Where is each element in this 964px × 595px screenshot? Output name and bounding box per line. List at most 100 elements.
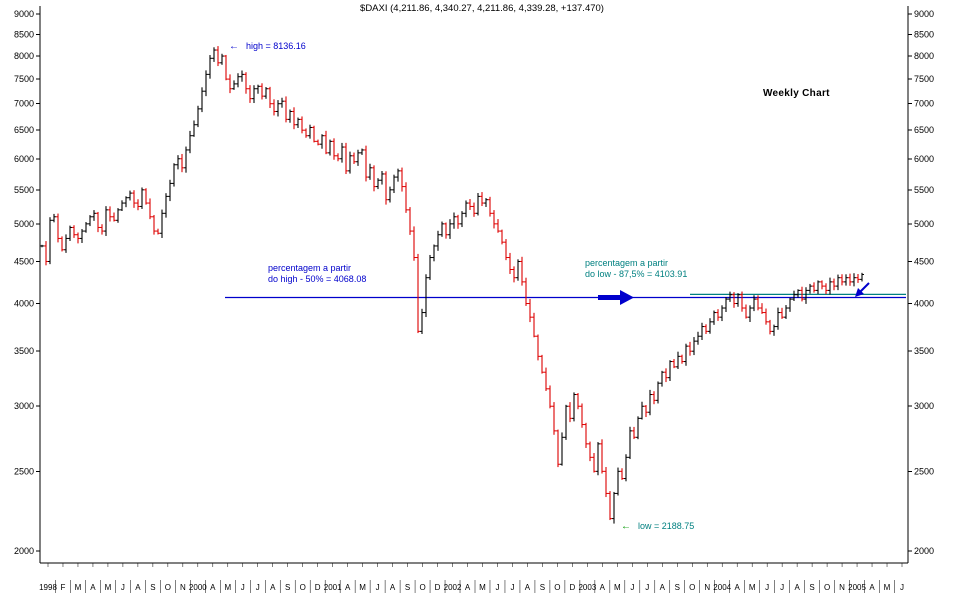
svg-text:J: J bbox=[900, 583, 904, 592]
svg-text:A: A bbox=[90, 583, 96, 592]
svg-text:M: M bbox=[75, 583, 82, 592]
svg-text:J: J bbox=[121, 583, 125, 592]
svg-text:2001: 2001 bbox=[324, 583, 342, 592]
svg-text:A: A bbox=[660, 583, 666, 592]
y-axis-labels: 9000 9000 8500 8500 8000 8000 7500 7500 7000 7000… bbox=[14, 9, 934, 556]
svg-text:O: O bbox=[554, 583, 560, 592]
retracement-lines bbox=[225, 293, 906, 299]
svg-text:5500: 5500 bbox=[14, 185, 34, 195]
svg-text:O: O bbox=[300, 583, 306, 592]
svg-text:A: A bbox=[345, 583, 351, 592]
svg-text:J: J bbox=[630, 583, 634, 592]
pct-from-high-annotation: percentagem a partir do high - 50% = 406… bbox=[268, 263, 366, 285]
low-annotation: ← low = 2188.75 bbox=[621, 521, 694, 532]
svg-text:3000: 3000 bbox=[14, 401, 34, 411]
svg-text:6500: 6500 bbox=[914, 125, 934, 135]
svg-text:A: A bbox=[270, 583, 276, 592]
svg-text:3500: 3500 bbox=[14, 346, 34, 356]
svg-text:J: J bbox=[256, 583, 260, 592]
pct-from-high-line1: percentagem a partir bbox=[268, 263, 352, 273]
svg-text:A: A bbox=[465, 583, 471, 592]
svg-text:N: N bbox=[704, 583, 710, 592]
svg-text:S: S bbox=[150, 583, 155, 592]
svg-text:M: M bbox=[105, 583, 112, 592]
svg-text:M: M bbox=[479, 583, 486, 592]
svg-text:J: J bbox=[495, 583, 499, 592]
svg-text:2000: 2000 bbox=[914, 546, 934, 556]
right-arrow-icon bbox=[598, 290, 634, 306]
svg-text:S: S bbox=[675, 583, 680, 592]
svg-text:2000: 2000 bbox=[14, 546, 34, 556]
svg-text:S: S bbox=[540, 583, 545, 592]
svg-text:4500: 4500 bbox=[914, 256, 934, 266]
svg-text:J: J bbox=[241, 583, 245, 592]
svg-text:2000: 2000 bbox=[189, 583, 207, 592]
svg-text:A: A bbox=[210, 583, 216, 592]
svg-text:4000: 4000 bbox=[914, 299, 934, 309]
svg-text:8000: 8000 bbox=[14, 51, 34, 61]
svg-text:8500: 8500 bbox=[914, 29, 934, 39]
svg-text:S: S bbox=[405, 583, 410, 592]
svg-text:2002: 2002 bbox=[444, 583, 462, 592]
svg-text:A: A bbox=[869, 583, 875, 592]
svg-text:F: F bbox=[61, 583, 66, 592]
svg-text:J: J bbox=[510, 583, 514, 592]
svg-text:7500: 7500 bbox=[14, 74, 34, 84]
svg-text:A: A bbox=[794, 583, 800, 592]
svg-text:D: D bbox=[569, 583, 575, 592]
svg-text:2500: 2500 bbox=[914, 466, 934, 476]
left-arrow-icon: ← bbox=[621, 521, 631, 532]
svg-text:A: A bbox=[135, 583, 141, 592]
svg-text:1998: 1998 bbox=[39, 583, 57, 592]
low-annotation-text: low = 2188.75 bbox=[638, 521, 695, 531]
down-left-arrow-icon bbox=[855, 282, 870, 297]
left-arrow-icon: ← bbox=[229, 41, 239, 52]
svg-text:8500: 8500 bbox=[14, 29, 34, 39]
svg-text:6500: 6500 bbox=[14, 125, 34, 135]
svg-text:5000: 5000 bbox=[14, 219, 34, 229]
svg-text:D: D bbox=[435, 583, 441, 592]
high-annotation-text: high = 8136.16 bbox=[246, 41, 306, 51]
svg-text:7000: 7000 bbox=[914, 99, 934, 109]
svg-text:S: S bbox=[809, 583, 814, 592]
svg-text:6000: 6000 bbox=[14, 154, 34, 164]
axes bbox=[39, 6, 909, 564]
price-bars bbox=[40, 46, 864, 524]
svg-text:9000: 9000 bbox=[14, 9, 34, 19]
svg-text:3500: 3500 bbox=[914, 346, 934, 356]
chart-title: $DAXI (4,211.86, 4,340.27, 4,211.86, 4,3… bbox=[360, 3, 604, 14]
svg-text:4500: 4500 bbox=[14, 256, 34, 266]
svg-text:J: J bbox=[376, 583, 380, 592]
svg-text:S: S bbox=[285, 583, 290, 592]
svg-text:O: O bbox=[165, 583, 171, 592]
svg-text:J: J bbox=[780, 583, 784, 592]
svg-text:9000: 9000 bbox=[914, 9, 934, 19]
weekly-chart-label: Weekly Chart bbox=[763, 88, 830, 99]
svg-text:M: M bbox=[359, 583, 366, 592]
svg-text:2004: 2004 bbox=[713, 583, 731, 592]
pct-from-low-line1: percentagem a partir bbox=[585, 258, 669, 268]
svg-text:7000: 7000 bbox=[14, 99, 34, 109]
svg-text:O: O bbox=[689, 583, 695, 592]
svg-text:J: J bbox=[765, 583, 769, 592]
svg-text:A: A bbox=[525, 583, 531, 592]
svg-text:5000: 5000 bbox=[914, 219, 934, 229]
svg-text:6000: 6000 bbox=[914, 154, 934, 164]
svg-text:2500: 2500 bbox=[14, 466, 34, 476]
x-axis-labels: 1998 F M A M J A S O N 2000 A M J J A S O D 2001 A M J A S O D 2002… bbox=[39, 563, 904, 593]
svg-text:A: A bbox=[600, 583, 606, 592]
svg-text:7500: 7500 bbox=[914, 74, 934, 84]
pct-from-high-line2: do high - 50% = 4068.08 bbox=[268, 274, 367, 284]
svg-text:M: M bbox=[884, 583, 891, 592]
svg-text:5500: 5500 bbox=[914, 185, 934, 195]
pct-from-low-line2: do low - 87,5% = 4103.91 bbox=[585, 269, 688, 279]
svg-text:A: A bbox=[390, 583, 396, 592]
svg-text:4000: 4000 bbox=[14, 299, 34, 309]
svg-text:N: N bbox=[180, 583, 186, 592]
svg-text:D: D bbox=[315, 583, 321, 592]
svg-text:8000: 8000 bbox=[914, 51, 934, 61]
svg-text:2005: 2005 bbox=[848, 583, 866, 592]
svg-text:A: A bbox=[735, 583, 741, 592]
